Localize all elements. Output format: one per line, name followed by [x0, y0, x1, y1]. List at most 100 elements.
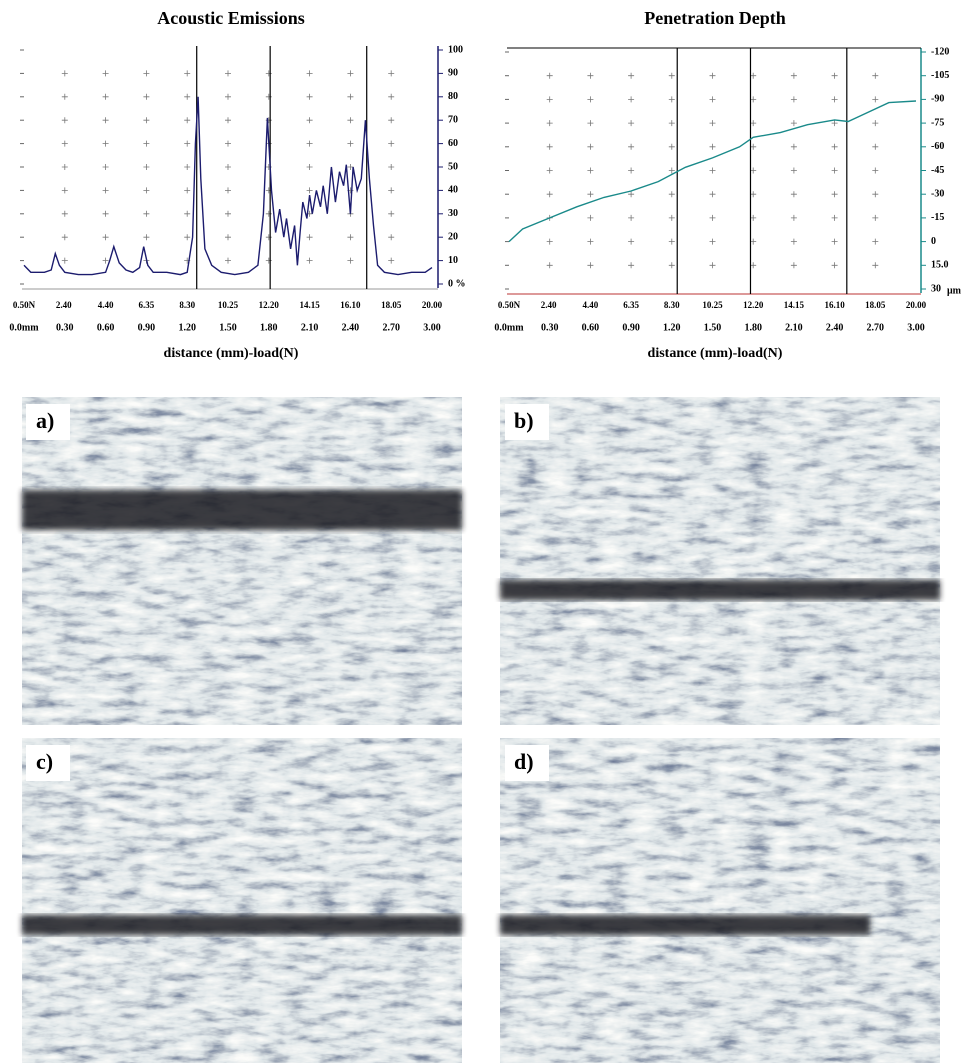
- grid-cross: [587, 214, 594, 221]
- grid-cross: [790, 143, 797, 150]
- grid-cross: [750, 120, 757, 127]
- x-axis-title: distance (mm)-load(N): [648, 346, 783, 361]
- grid-cross: [102, 210, 109, 217]
- grid-cross: [872, 167, 879, 174]
- grid-cross: [306, 257, 313, 264]
- grid-cross: [546, 96, 553, 103]
- grid-cross: [388, 93, 395, 100]
- grid-cross: [143, 234, 150, 241]
- grid-cross: [587, 262, 594, 269]
- grid-cross: [546, 72, 553, 79]
- grid-cross: [750, 238, 757, 245]
- grid-cross: [102, 257, 109, 264]
- grid-cross: [668, 143, 675, 150]
- grid-cross: [306, 140, 313, 147]
- grid-cross: [61, 210, 68, 217]
- grid-cross: [790, 96, 797, 103]
- grid-cross: [61, 140, 68, 147]
- grid-cross: [265, 70, 272, 77]
- grid-cross: [61, 234, 68, 241]
- grid-cross: [831, 143, 838, 150]
- grid-cross: [628, 96, 635, 103]
- grid-cross: [790, 238, 797, 245]
- x-tick-label: 1.50: [219, 322, 237, 333]
- y-tick-label: -75: [931, 117, 944, 128]
- x-tick-label: 1.80: [744, 322, 762, 333]
- x-tick-label: 0.60: [97, 322, 115, 333]
- grid-cross: [102, 187, 109, 194]
- x-tick-label: 2.40: [342, 322, 360, 333]
- grid-cross: [790, 214, 797, 221]
- grid-cross: [184, 164, 191, 170]
- load-tick-label: 6.35: [623, 300, 639, 310]
- grid-cross: [225, 93, 231, 100]
- grid-cross: [184, 210, 191, 217]
- grid-cross: [61, 93, 68, 100]
- grid-cross: [709, 238, 716, 245]
- micrograph-a: a): [22, 397, 462, 725]
- load-tick-label: 8.30: [664, 300, 680, 310]
- grid-cross: [388, 70, 395, 77]
- grid-cross: [184, 187, 191, 194]
- x-tick-label: 2.70: [867, 322, 885, 333]
- load-tick-label: 4.40: [583, 300, 599, 310]
- y-tick-label: -30: [931, 188, 944, 199]
- grid-cross: [628, 120, 635, 127]
- x-axis-title: distance (mm)-load(N): [164, 346, 299, 361]
- grid-cross: [184, 117, 191, 124]
- x-tick-label: 0.0mm: [494, 322, 524, 333]
- y-tick-label: 0: [931, 236, 936, 247]
- load-tick-label: 18.05: [381, 300, 402, 310]
- x-tick-label: 0.0mm: [9, 322, 39, 333]
- grid-cross: [388, 257, 395, 264]
- grid-cross: [668, 72, 675, 79]
- grid-cross: [872, 143, 879, 150]
- grid-cross: [265, 234, 272, 241]
- grid-cross: [790, 191, 797, 198]
- grid-cross: [225, 70, 231, 77]
- x-tick-label: 2.10: [301, 322, 319, 333]
- grid-cross: [587, 238, 594, 245]
- grid-cross: [388, 140, 395, 147]
- load-tick-label: 14.15: [299, 300, 320, 310]
- panel-label: b): [514, 408, 534, 433]
- grid-cross: [225, 187, 231, 194]
- micrograph-c: c): [22, 738, 462, 1063]
- grid-cross: [831, 72, 838, 79]
- y-tick-label: 60: [448, 138, 458, 149]
- grid-cross: [306, 164, 313, 170]
- grid-cross: [347, 117, 354, 124]
- grid-cross: [61, 187, 68, 194]
- panel-label: d): [514, 749, 534, 774]
- grid-cross: [306, 234, 313, 241]
- load-tick-label: 12.20: [259, 300, 280, 310]
- load-tick-label: 10.25: [702, 300, 723, 310]
- grid-cross: [668, 214, 675, 221]
- grid-cross: [872, 120, 879, 127]
- chart-title: Penetration Depth: [644, 8, 785, 28]
- x-tick-label: 1.50: [704, 322, 722, 333]
- grid-cross: [587, 191, 594, 198]
- grid-cross: [546, 191, 553, 198]
- grid-cross: [546, 143, 553, 150]
- load-tick-label: 16.10: [340, 300, 361, 310]
- grid-cross: [750, 214, 757, 221]
- grid-cross: [102, 93, 109, 100]
- grid-cross: [750, 143, 757, 150]
- load-tick-label: 10.25: [218, 300, 239, 310]
- grid-cross: [831, 96, 838, 103]
- grid-cross: [546, 167, 553, 174]
- x-tick-label: 2.40: [826, 322, 844, 333]
- x-tick-label: 1.80: [260, 322, 278, 333]
- grid-cross: [347, 93, 354, 100]
- grid-cross: [61, 117, 68, 124]
- y-tick-label: 100: [448, 44, 463, 55]
- x-tick-label: 3.00: [423, 322, 441, 333]
- grid-cross: [347, 140, 354, 147]
- y-tick-label: -60: [931, 141, 944, 152]
- grid-cross: [709, 96, 716, 103]
- grid-cross: [668, 167, 675, 174]
- y-tick-label: 50: [448, 161, 458, 172]
- grid-cross: [225, 210, 231, 217]
